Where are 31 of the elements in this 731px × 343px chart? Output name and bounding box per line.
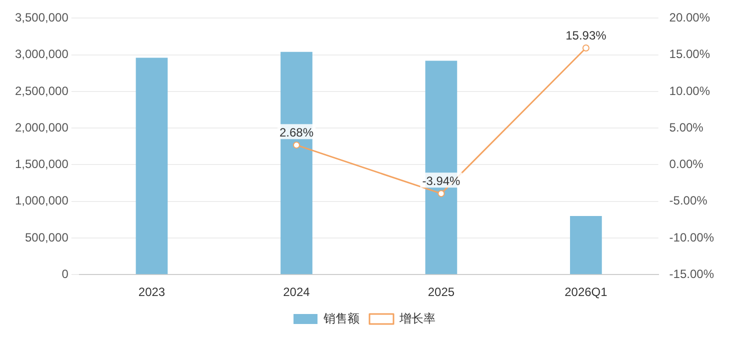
y-tick-label: 3,000,000 — [14, 47, 69, 62]
y-tick-label: 2,500,000 — [14, 84, 69, 98]
data-label: 15.93% — [566, 28, 607, 42]
y-tick-label: 0 — [62, 266, 69, 281]
bar — [136, 58, 168, 274]
data-label: -3.94% — [422, 174, 461, 188]
y2-tick-label: 0.00% — [669, 157, 704, 172]
legend-label: 增长率 — [398, 311, 436, 326]
y-tick-label: 3,500,000 — [14, 10, 69, 25]
y-tick-label: 1,000,000 — [14, 194, 69, 208]
bar — [570, 216, 602, 274]
bar — [280, 52, 312, 274]
y-tick-label: 500,000 — [24, 230, 69, 244]
y2-tick-label: -5.00% — [669, 194, 708, 208]
y2-tick-label: -15.00% — [669, 266, 714, 281]
y2-tick-label: -10.00% — [669, 230, 714, 244]
legend-label: 销售额 — [322, 311, 360, 326]
point — [438, 190, 445, 198]
y2-tick-label: 15.00% — [669, 47, 710, 62]
x-tick-label: 2024 — [283, 285, 310, 300]
y-tick-label: 1,500,000 — [14, 157, 69, 172]
y-tick-label: 2,000,000 — [14, 120, 69, 134]
x-tick-label: 2023 — [138, 285, 166, 300]
y2-tick-label: 20.00% — [669, 10, 710, 25]
data-label: 2.68% — [279, 125, 314, 140]
y2-tick-label: 10.00% — [669, 84, 710, 98]
x-tick-label: 2026Q1 — [564, 285, 608, 300]
point — [292, 142, 300, 149]
point — [582, 44, 590, 52]
x-tick-label: 2025 — [428, 285, 455, 300]
y2-tick-label: 5.00% — [669, 120, 704, 134]
